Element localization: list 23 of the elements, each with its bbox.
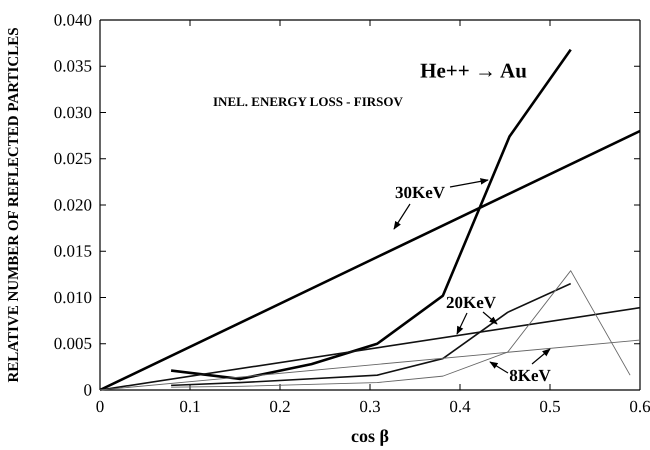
annotation: 8KeV <box>509 366 552 385</box>
y-tick-label: 0.015 <box>54 242 92 261</box>
x-tick-label: 0.1 <box>179 397 201 416</box>
y-tick-label: 0 <box>84 380 92 400</box>
y-tick-label: 0.005 <box>54 334 92 354</box>
y-tick-label: 0.020 <box>54 195 92 214</box>
annotation: 20KeV <box>446 293 497 312</box>
x-tick-label: 0.2 <box>269 397 291 416</box>
x-axis-title: cos β <box>351 426 389 446</box>
annotation: 30KeV <box>394 183 446 202</box>
x-tick-label: 0.6 <box>629 397 650 416</box>
text: INEL. ENERGY LOSS - FIRSOV <box>213 94 404 110</box>
x-tick-label: 0 <box>96 397 104 416</box>
y-tick-label: 0.010 <box>54 288 92 307</box>
y-tick-label: 0.030 <box>54 102 92 122</box>
x-tick-label: 0.4 <box>449 397 472 416</box>
text: He++ → Au <box>420 58 528 82</box>
x-tick-label: 0.5 <box>539 397 561 416</box>
y-tick-label: 0.035 <box>54 56 92 76</box>
y-tick-label: 0.025 <box>54 149 92 168</box>
x-tick-label: 0.3 <box>359 397 381 416</box>
y-axis-title: RELATIVE NUMBER OF REFLECTED PARTICLES <box>6 27 22 383</box>
y-tick-label: 0.040 <box>54 10 92 30</box>
